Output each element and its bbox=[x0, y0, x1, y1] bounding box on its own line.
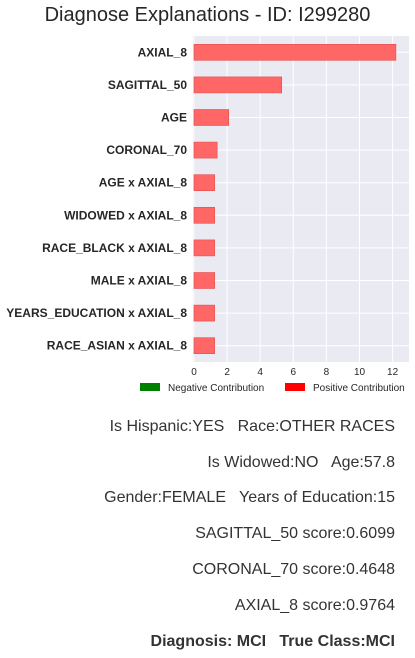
category-label-7: MALE x AXIAL_8 bbox=[91, 274, 188, 288]
category-label-8: YEARS_EDUCATION x AXIAL_8 bbox=[6, 306, 187, 320]
x-tick-label-6: 12 bbox=[387, 367, 399, 378]
bar-1 bbox=[194, 77, 282, 93]
legend-label-1: Positive Contribution bbox=[313, 383, 405, 394]
legend-swatch-0 bbox=[140, 383, 160, 391]
x-tick-label-3: 6 bbox=[291, 367, 297, 378]
info-axial-score: AXIAL_8 score:0.9764 bbox=[235, 597, 395, 615]
legend: Negative Contribution Positive Contributi… bbox=[140, 383, 405, 394]
bar-3 bbox=[194, 142, 217, 158]
legend-label-0: Negative Contribution bbox=[168, 383, 264, 394]
bar-0 bbox=[194, 44, 396, 60]
x-tick-label-2: 4 bbox=[257, 367, 263, 378]
x-tick-label-0: 0 bbox=[191, 367, 197, 378]
category-labels: AXIAL_8 SAGITTAL_50 AGE CORONAL_70 AGE x AXI… bbox=[6, 45, 187, 352]
info-gender-education: Gender:FEMALE Years of Education:15 bbox=[104, 489, 395, 507]
bar-9 bbox=[194, 338, 215, 354]
bar-8 bbox=[194, 305, 215, 321]
category-label-3: CORONAL_70 bbox=[106, 143, 187, 157]
info-coronal-score: CORONAL_70 score:0.4648 bbox=[192, 561, 395, 579]
category-label-1: SAGITTAL_50 bbox=[108, 78, 187, 92]
category-label-0: AXIAL_8 bbox=[138, 45, 188, 59]
diagnosis-result: Diagnosis: MCI True Class:MCI bbox=[151, 633, 395, 651]
bar-5 bbox=[194, 207, 215, 223]
x-tick-label-5: 10 bbox=[354, 367, 366, 378]
info-hispanic-race: Is Hispanic:YES Race:OTHER RACES bbox=[110, 418, 395, 436]
legend-swatch-1 bbox=[285, 383, 305, 391]
category-label-6: RACE_BLACK x AXIAL_8 bbox=[42, 241, 187, 255]
info-widowed-age: Is Widowed:NO Age:57.8 bbox=[207, 454, 395, 472]
category-label-2: AGE bbox=[161, 111, 187, 125]
bar-2 bbox=[194, 110, 229, 126]
feature-contribution-chart: AXIAL_8 SAGITTAL_50 AGE CORONAL_70 AGE x AXI… bbox=[0, 36, 415, 396]
category-label-5: WIDOWED x AXIAL_8 bbox=[64, 208, 187, 222]
bar-4 bbox=[194, 175, 215, 191]
category-label-9: RACE_ASIAN x AXIAL_8 bbox=[47, 339, 188, 353]
category-label-4: AGE x AXIAL_8 bbox=[99, 176, 188, 190]
x-tick-labels: 0 2 4 6 8 10 12 bbox=[191, 367, 398, 378]
x-tick-label-4: 8 bbox=[324, 367, 330, 378]
bar-6 bbox=[194, 240, 215, 256]
x-tick-label-1: 2 bbox=[224, 367, 230, 378]
chart-title: Diagnose Explanations - ID: I299280 bbox=[0, 4, 415, 27]
bar-7 bbox=[194, 273, 215, 289]
info-sagittal-score: SAGITTAL_50 score:0.6099 bbox=[195, 525, 395, 543]
